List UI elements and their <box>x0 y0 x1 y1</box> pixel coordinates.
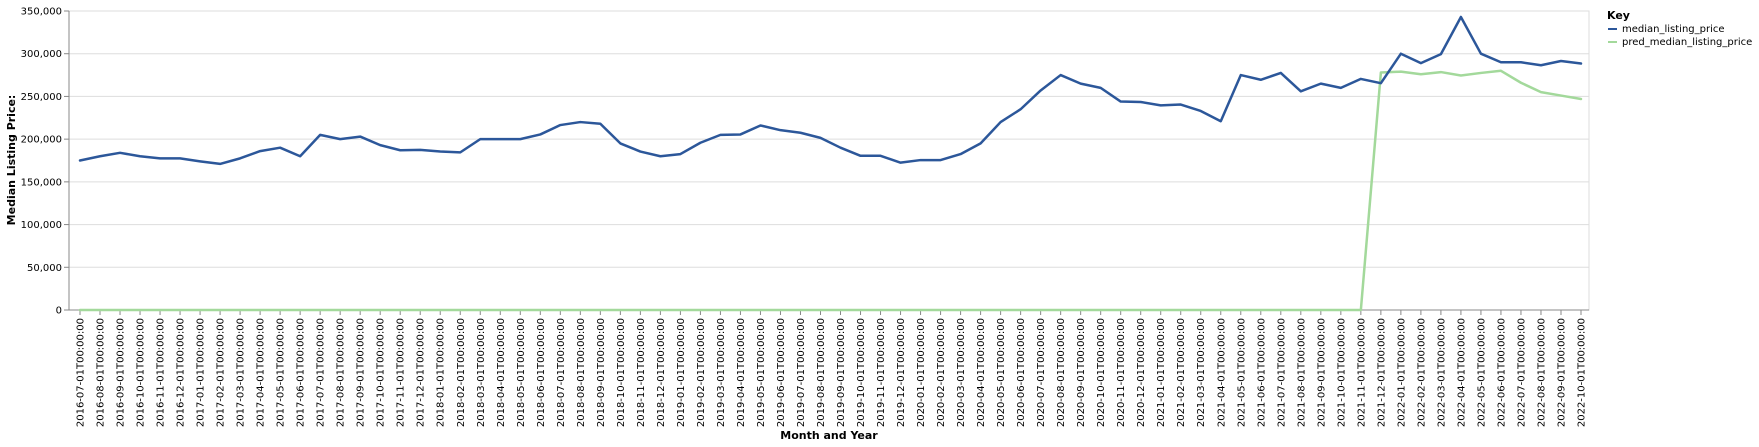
x-tick-label: 2020-09-01T00:00:00 <box>1076 318 1087 427</box>
x-tick-label: 2021-02-01T00:00:00 <box>1176 318 1187 427</box>
x-tick-label: 2018-09-01T00:00:00 <box>596 318 607 427</box>
x-tick-label: 2022-09-01T00:00:00 <box>1556 318 1567 427</box>
x-tick-label: 2020-12-01T00:00:00 <box>1136 318 1147 427</box>
gridlines <box>68 10 1590 311</box>
legend: Key median_listing_price pred_median_list… <box>1607 9 1752 48</box>
x-tick-label: 2016-10-01T00:00:00 <box>136 318 147 427</box>
y-tick-label: 300,000 <box>21 49 62 60</box>
legend-title: Key <box>1607 9 1630 22</box>
series-line-median-listing-price <box>78 15 1583 166</box>
x-tick-label: 2017-12-01T00:00:00 <box>416 318 427 427</box>
x-tick-label: 2017-03-01T00:00:00 <box>236 318 247 427</box>
x-tick-label: 2018-07-01T00:00:00 <box>556 318 567 427</box>
x-tick-label: 2021-11-01T00:00:00 <box>1356 318 1367 427</box>
plot-border <box>68 10 1590 311</box>
x-tick-label: 2016-08-01T00:00:00 <box>96 318 107 427</box>
legend-items: median_listing_price pred_median_listing_… <box>1608 24 1752 48</box>
x-tick-label: 2017-08-01T00:00:00 <box>336 318 347 427</box>
x-tick-label: 2017-10-01T00:00:00 <box>376 318 387 427</box>
x-tick-label: 2017-09-01T00:00:00 <box>356 318 367 427</box>
x-tick-label: 2017-04-01T00:00:00 <box>256 318 267 427</box>
x-tick-label: 2022-01-01T00:00:00 <box>1396 318 1407 427</box>
x-tick-label: 2020-03-01T00:00:00 <box>956 318 967 427</box>
x-tick-label: 2021-07-01T00:00:00 <box>1276 318 1287 427</box>
x-tick-label: 2017-01-01T00:00:00 <box>196 318 207 427</box>
x-tick-label: 2019-10-01T00:00:00 <box>856 318 867 427</box>
x-tick-label: 2022-10-01T00:00:00 <box>1577 318 1588 427</box>
x-tick-label: 2020-08-01T00:00:00 <box>1056 318 1067 427</box>
y-tick-label: 200,000 <box>21 135 62 146</box>
series-lines <box>78 15 1583 312</box>
x-tick-label: 2018-01-01T00:00:00 <box>436 318 447 427</box>
x-tick-label: 2022-03-01T00:00:00 <box>1436 318 1447 427</box>
x-tick-label: 2020-05-01T00:00:00 <box>996 318 1007 427</box>
x-tick-label: 2018-02-01T00:00:00 <box>456 318 467 427</box>
x-tick-label: 2020-02-01T00:00:00 <box>936 318 947 427</box>
y-tick-label: 250,000 <box>21 92 62 103</box>
x-tick-label: 2022-07-01T00:00:00 <box>1516 318 1527 427</box>
x-tick-label: 2021-05-01T00:00:00 <box>1236 318 1247 427</box>
x-tick-label: 2017-07-01T00:00:00 <box>316 318 327 427</box>
x-tick-label: 2016-11-01T00:00:00 <box>156 318 167 427</box>
x-tick-label: 2017-02-01T00:00:00 <box>216 318 227 427</box>
x-tick-label: 2022-04-01T00:00:00 <box>1456 318 1467 427</box>
x-tick-label: 2020-01-01T00:00:00 <box>916 318 927 427</box>
y-tick-label: 150,000 <box>21 177 62 188</box>
x-tick-label: 2019-03-01T00:00:00 <box>716 318 727 427</box>
y-tick-label: 100,000 <box>21 220 62 231</box>
x-tick-label: 2016-12-01T00:00:00 <box>176 318 187 427</box>
x-tick-label: 2017-11-01T00:00:00 <box>396 318 407 427</box>
x-tick-label: 2021-10-01T00:00:00 <box>1336 318 1347 427</box>
y-tick-label: 350,000 <box>21 7 62 18</box>
x-tick-label: 2016-09-01T00:00:00 <box>116 318 127 427</box>
x-tick-label: 2018-11-01T00:00:00 <box>636 318 647 427</box>
x-tick-label: 2018-12-01T00:00:00 <box>656 318 667 427</box>
x-tick-label: 2019-09-01T00:00:00 <box>836 318 847 427</box>
x-tick-label: 2022-05-01T00:00:00 <box>1476 318 1487 427</box>
x-tick-label: 2022-02-01T00:00:00 <box>1416 318 1427 427</box>
x-tick-label: 2019-01-01T00:00:00 <box>676 318 687 427</box>
x-tick-label: 2021-04-01T00:00:00 <box>1216 318 1227 427</box>
x-tick-label: 2016-07-01T00:00:00 <box>76 318 87 427</box>
x-tick-label: 2020-07-01T00:00:00 <box>1036 318 1047 427</box>
axes: 0 50,000 100,000 150,000 200,000 250,000 300,0… <box>21 7 1589 427</box>
y-tick-label: 50,000 <box>27 263 62 274</box>
x-tick-label: 2018-08-01T00:00:00 <box>576 318 587 427</box>
x-tick-label: 2021-03-01T00:00:00 <box>1196 318 1207 427</box>
x-tick-label: 2018-03-01T00:00:00 <box>476 318 487 427</box>
x-tick-label: 2018-04-01T00:00:00 <box>496 318 507 427</box>
x-tick-label: 2019-08-01T00:00:00 <box>816 318 827 427</box>
x-tick-label: 2020-04-01T00:00:00 <box>976 318 987 427</box>
x-tick-label: 2017-05-01T00:00:00 <box>276 318 287 427</box>
y-axis-title: Median Listing Price: <box>5 95 18 226</box>
x-tick-label: 2021-12-01T00:00:00 <box>1376 318 1387 427</box>
x-tick-label: 2019-07-01T00:00:00 <box>796 318 807 427</box>
legend-label: pred_median_listing_price <box>1622 37 1752 48</box>
x-tick-label: 2021-08-01T00:00:00 <box>1296 318 1307 427</box>
series-line-pred-median-listing-price <box>78 69 1583 312</box>
x-tick-label: 2018-06-01T00:00:00 <box>536 318 547 427</box>
x-tick-label: 2021-06-01T00:00:00 <box>1256 318 1267 427</box>
x-tick-label: 2020-11-01T00:00:00 <box>1116 318 1127 427</box>
x-tick-label: 2019-06-01T00:00:00 <box>776 318 787 427</box>
x-tick-label: 2021-09-01T00:00:00 <box>1316 318 1327 427</box>
legend-label: median_listing_price <box>1622 24 1725 35</box>
x-tick-label: 2017-06-01T00:00:00 <box>296 318 307 427</box>
x-tick-label: 2019-12-01T00:00:00 <box>896 318 907 427</box>
x-tick-label: 2018-10-01T00:00:00 <box>616 318 627 427</box>
x-tick-label: 2021-01-01T00:00:00 <box>1156 318 1167 427</box>
x-tick-label: 2018-05-01T00:00:00 <box>516 318 527 427</box>
x-axis-title: Month and Year <box>780 429 878 442</box>
x-tick-label: 2019-11-01T00:00:00 <box>876 318 887 427</box>
x-tick-label: 2020-06-01T00:00:00 <box>1016 318 1027 427</box>
x-tick-label: 2019-02-01T00:00:00 <box>696 318 707 427</box>
y-tick-label: 0 <box>56 306 62 317</box>
x-tick-label: 2020-10-01T00:00:00 <box>1096 318 1107 427</box>
x-tick-label: 2019-04-01T00:00:00 <box>736 318 747 427</box>
x-tick-label: 2022-06-01T00:00:00 <box>1496 318 1507 427</box>
x-tick-label: 2022-08-01T00:00:00 <box>1536 318 1547 427</box>
x-tick-label: 2019-05-01T00:00:00 <box>756 318 767 427</box>
